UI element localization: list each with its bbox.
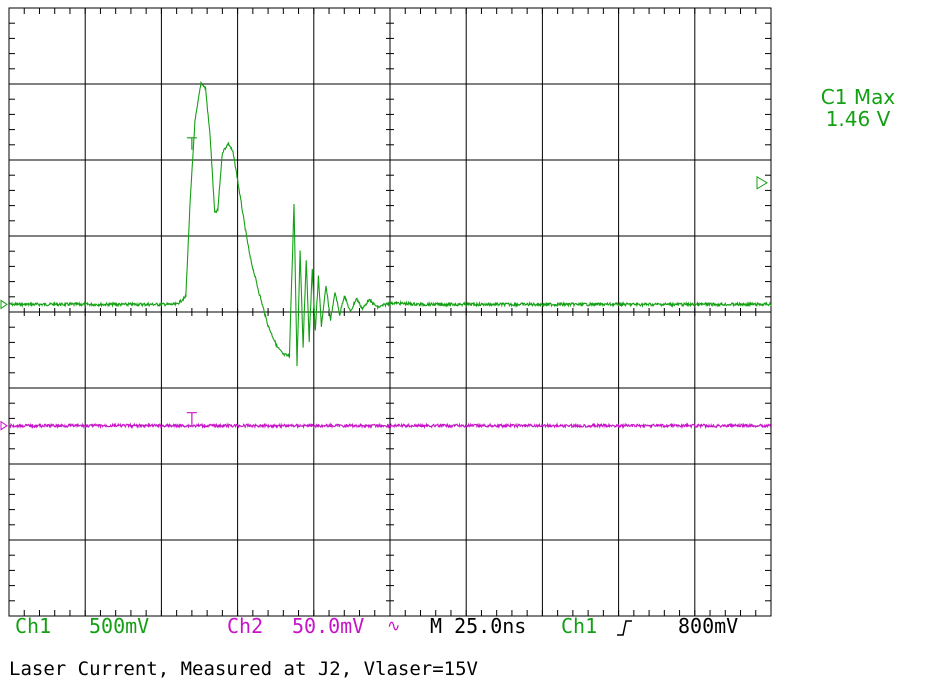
- trace-ch2: [8, 422, 772, 430]
- ch1-scale: 500mV: [89, 614, 150, 638]
- ch1-ground-marker: [0, 299, 8, 310]
- bandwidth-limit-icon: ∿: [387, 616, 401, 635]
- graticule: [8, 7, 772, 617]
- ch1-trigger-time-marker: [186, 137, 197, 150]
- ch2-ground-marker: [0, 420, 8, 431]
- caption: Laser Current, Measured at J2, Vlaser=15…: [9, 658, 478, 680]
- measurement-readout: C1 Max 1.46 V: [793, 86, 923, 130]
- measurement-value: 1.46 V: [825, 107, 891, 131]
- trace-ch1: [8, 80, 772, 367]
- ch2-scale: 50.0mV: [292, 614, 365, 638]
- trigger-level-marker: [756, 175, 768, 190]
- ch2-label: Ch2: [227, 614, 264, 638]
- timebase: M 25.0ns: [430, 614, 527, 638]
- ch1-label: Ch1: [15, 614, 52, 638]
- measurement-label: C1 Max: [820, 85, 896, 109]
- trigger-level: 800mV: [678, 614, 739, 638]
- ch2-trigger-time-marker: [186, 412, 197, 425]
- channel-markers: [0, 137, 768, 431]
- rising-edge-icon: [617, 620, 632, 636]
- traces: [8, 80, 772, 430]
- trigger-source: Ch1: [561, 614, 598, 638]
